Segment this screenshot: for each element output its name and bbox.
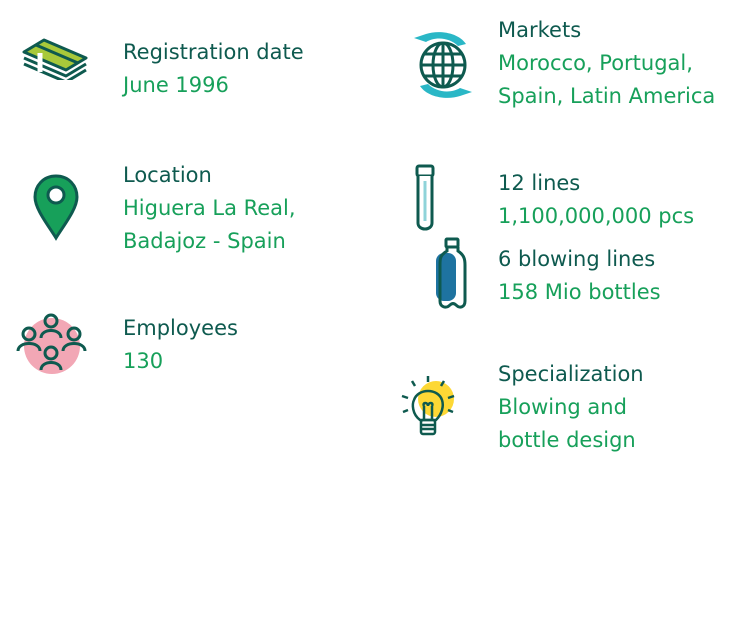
bottle-icon bbox=[436, 237, 467, 309]
employees-info: Employees 130 bbox=[123, 312, 238, 378]
registration-date-info: Registration date June 1996 bbox=[123, 36, 304, 102]
blowing-lines-info: 6 blowing lines 158 Mio bottles bbox=[498, 243, 661, 309]
lightbulb-icon bbox=[401, 376, 455, 436]
blowing-lines-title: 6 blowing lines bbox=[498, 247, 656, 271]
employees-value: 130 bbox=[123, 349, 164, 373]
markets-title: Markets bbox=[498, 18, 582, 42]
specialization-value-line2: bottle design bbox=[498, 428, 636, 452]
specialization-title: Specialization bbox=[498, 362, 644, 386]
location-pin-icon bbox=[33, 174, 79, 241]
markets-info: Markets Morocco, Portugal, Spain, Latin … bbox=[498, 14, 715, 113]
preform-icon bbox=[415, 164, 435, 231]
registration-date-value: June 1996 bbox=[123, 73, 229, 97]
markets-value-line1: Morocco, Portugal, bbox=[498, 51, 693, 75]
globe-arrows-icon bbox=[414, 32, 472, 98]
location-title: Location bbox=[123, 163, 212, 187]
employees-title: Employees bbox=[123, 316, 238, 340]
money-stack-icon bbox=[22, 38, 88, 80]
location-value-line1: Higuera La Real, bbox=[123, 196, 296, 220]
registration-date-title: Registration date bbox=[123, 40, 304, 64]
lines-title: 12 lines bbox=[498, 171, 581, 195]
blowing-lines-value: 158 Mio bottles bbox=[498, 280, 661, 304]
people-group-icon bbox=[16, 313, 87, 374]
location-value-line2: Badajoz - Spain bbox=[123, 229, 286, 253]
markets-value-line2: Spain, Latin America bbox=[498, 84, 716, 108]
specialization-info: Specialization Blowing and bottle design bbox=[498, 358, 644, 457]
lines-value: 1,100,000,000 pcs bbox=[498, 204, 695, 228]
specialization-value-line1: Blowing and bbox=[498, 395, 627, 419]
location-info: Location Higuera La Real, Badajoz - Spai… bbox=[123, 159, 296, 258]
lines-info: 12 lines 1,100,000,000 pcs bbox=[498, 167, 694, 233]
